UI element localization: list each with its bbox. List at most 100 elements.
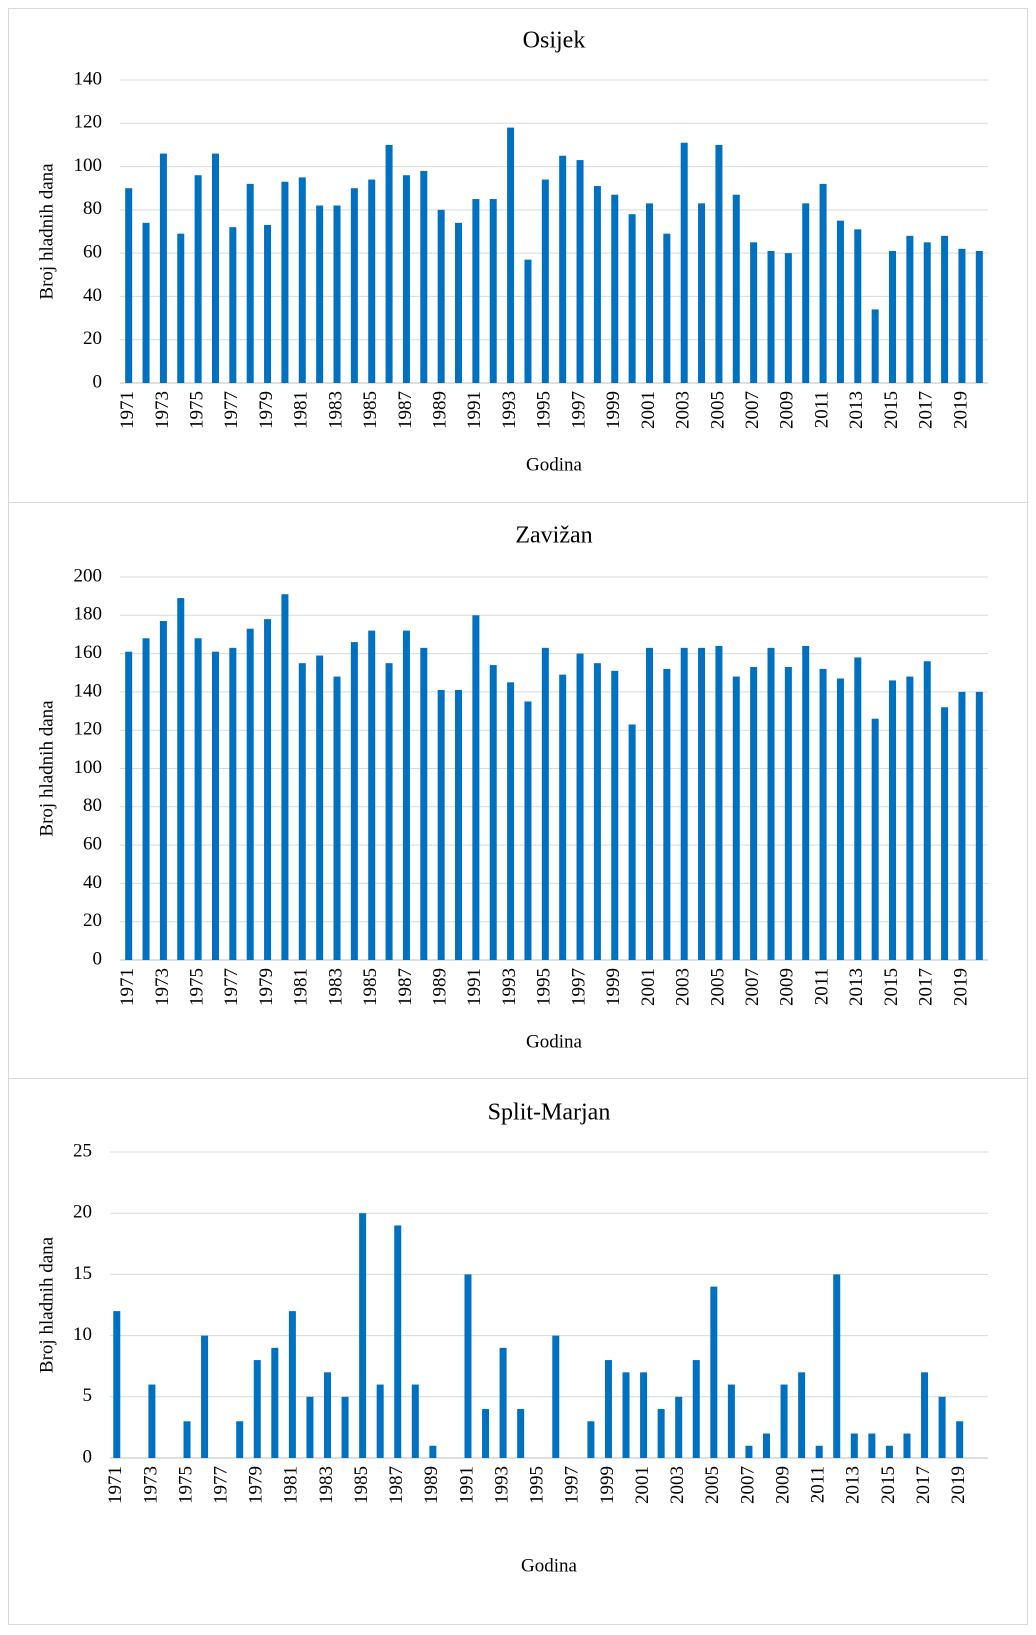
bar — [437, 689, 445, 960]
bar — [236, 1421, 244, 1458]
x-tick-label: 2013 — [843, 1466, 864, 1504]
bar — [316, 205, 324, 383]
bar — [385, 663, 393, 960]
y-tick-label: 5 — [83, 1385, 93, 1406]
x-tick-label: 2007 — [742, 968, 763, 1006]
x-tick-label: 2009 — [777, 391, 798, 429]
x-tick-label: 1999 — [597, 1466, 618, 1504]
x-tick-label: 1985 — [351, 1466, 372, 1504]
bar — [159, 621, 167, 960]
bar — [148, 1384, 156, 1458]
bar — [229, 647, 237, 960]
bar — [587, 1421, 595, 1458]
bar — [923, 661, 931, 960]
bar — [663, 668, 671, 960]
x-tick-label: 2017 — [913, 1466, 934, 1504]
y-tick-label: 120 — [74, 112, 103, 133]
bar — [281, 594, 289, 960]
bar — [611, 670, 619, 960]
x-tick-label: 2015 — [878, 1466, 899, 1504]
chart-title: Zavižan — [515, 523, 592, 549]
x-tick-label: 1975 — [186, 968, 207, 1006]
x-tick-label: 1995 — [534, 968, 555, 1006]
bar — [402, 175, 410, 383]
y-tick-label: 10 — [73, 1324, 92, 1345]
bar — [552, 1335, 560, 1458]
x-tick-label: 1975 — [186, 391, 207, 429]
bar — [784, 667, 792, 960]
x-axis-label: Godina — [521, 1555, 578, 1576]
bar — [341, 1396, 349, 1458]
bar — [281, 181, 289, 383]
bar — [698, 203, 706, 383]
bar — [593, 186, 601, 383]
bar — [125, 651, 133, 960]
bar — [298, 663, 306, 960]
bar — [640, 1372, 648, 1458]
x-axis-label: Godina — [526, 1031, 583, 1052]
bar — [593, 663, 601, 960]
x-tick-label: 2001 — [632, 1466, 653, 1504]
bar — [815, 1445, 823, 1458]
y-tick-label: 140 — [74, 68, 103, 89]
bar — [482, 1409, 490, 1458]
bar — [780, 1384, 788, 1458]
bar — [854, 229, 862, 383]
bar — [732, 194, 740, 383]
bar — [868, 1433, 876, 1458]
bar — [767, 647, 775, 960]
bar — [836, 678, 844, 960]
y-axis-label: Broj hladnih dana — [36, 163, 57, 300]
x-tick-label: 2013 — [846, 391, 867, 429]
bar — [194, 638, 202, 960]
bar — [455, 689, 463, 960]
bar — [394, 1225, 402, 1458]
x-tick-label: 2011 — [811, 391, 832, 428]
x-tick-label: 1983 — [316, 1466, 337, 1504]
x-tick-label: 2011 — [811, 968, 832, 1005]
bar — [663, 233, 671, 383]
bar — [253, 1360, 261, 1458]
bar — [271, 1347, 279, 1458]
bar — [324, 1372, 331, 1458]
bar — [745, 1445, 753, 1458]
bar — [680, 142, 688, 383]
bar — [750, 242, 758, 383]
x-tick-label: 1981 — [291, 391, 312, 429]
bar — [229, 227, 237, 383]
y-tick-label: 40 — [83, 285, 102, 306]
bar — [385, 144, 393, 383]
bar — [958, 248, 966, 383]
bar — [489, 199, 497, 383]
x-tick-label: 1973 — [152, 968, 173, 1006]
y-tick-label: 180 — [74, 604, 103, 625]
y-tick-label: 0 — [93, 371, 103, 392]
bar — [350, 642, 358, 960]
bar — [576, 653, 584, 960]
bar — [211, 153, 219, 383]
bar — [645, 647, 653, 960]
y-tick-label: 20 — [83, 910, 102, 931]
bar — [464, 1274, 472, 1458]
x-tick-label: 1993 — [491, 1466, 512, 1504]
bar — [125, 188, 133, 383]
bar — [298, 177, 306, 383]
x-tick-label: 1981 — [291, 968, 312, 1006]
x-tick-label: 2007 — [737, 1466, 758, 1504]
y-tick-label: 140 — [74, 680, 103, 701]
y-tick-label: 0 — [83, 1446, 93, 1467]
x-tick-label: 1991 — [464, 968, 485, 1006]
bar — [698, 647, 706, 960]
x-tick-label: 1993 — [499, 391, 520, 429]
bar — [350, 188, 358, 383]
bar — [541, 179, 549, 383]
x-tick-label: 2003 — [667, 1466, 688, 1504]
chart-title: Osijek — [523, 28, 586, 54]
x-tick-label: 1973 — [152, 391, 173, 429]
y-tick-label: 40 — [83, 872, 102, 893]
bar — [906, 676, 914, 960]
y-tick-label: 120 — [74, 719, 103, 740]
bar — [333, 205, 341, 383]
bar — [622, 1372, 630, 1458]
x-tick-label: 1995 — [534, 391, 555, 429]
